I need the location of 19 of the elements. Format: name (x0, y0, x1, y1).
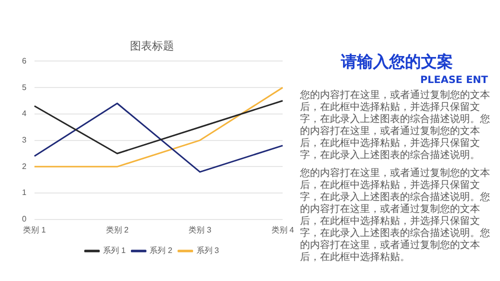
text: 您的内容打在这里，或者通过复制您的文本后，在此框中选择粘贴，并选择只保留文字，在此录入上述图表的综合描述说明。您的内容打在这里，或者通过复制您的文本后，在此框中选择粘贴，并选择只保留文字，在此录入上述图表的综合描述说明。您的内容打在这里，或者通过复制您的文本后，在此框中选择粘贴。 (300, 168, 491, 264)
legend-label: 系列 3 (196, 246, 220, 256)
y-tick-label: 3 (22, 136, 27, 145)
legend-label: 系列 2 (150, 246, 173, 256)
text: 您的内容打在这里，或者通过复制您的文本后，在此框中选择粘贴，并选择只保留文字，在此录入上述图表的综合描述说明。您的内容打在这里，或者通过复制您的文本后，在此框中选择粘贴，并选择只保留文字，在此录入上述图表的综合描述说明。 (300, 90, 491, 162)
y-tick-label: 4 (22, 109, 27, 118)
y-tick-label: 2 (22, 162, 27, 171)
text: PLEASE ENT (419, 75, 488, 86)
y-tick-label: 6 (22, 56, 27, 66)
text: 请输入您的文案 (340, 52, 454, 73)
y-tick-label: 0 (22, 214, 27, 224)
y-tick-label: 1 (22, 188, 27, 198)
x-tick-label: 类别 4 (271, 225, 295, 234)
legend-label: 系列 1 (102, 246, 126, 256)
x-tick-label: 类别 1 (23, 225, 46, 234)
x-tick-label: 类别 2 (106, 225, 130, 234)
chart-title: 图表标题 (130, 39, 174, 52)
y-tick-label: 5 (22, 82, 27, 92)
x-tick-label: 类别 3 (188, 225, 212, 234)
